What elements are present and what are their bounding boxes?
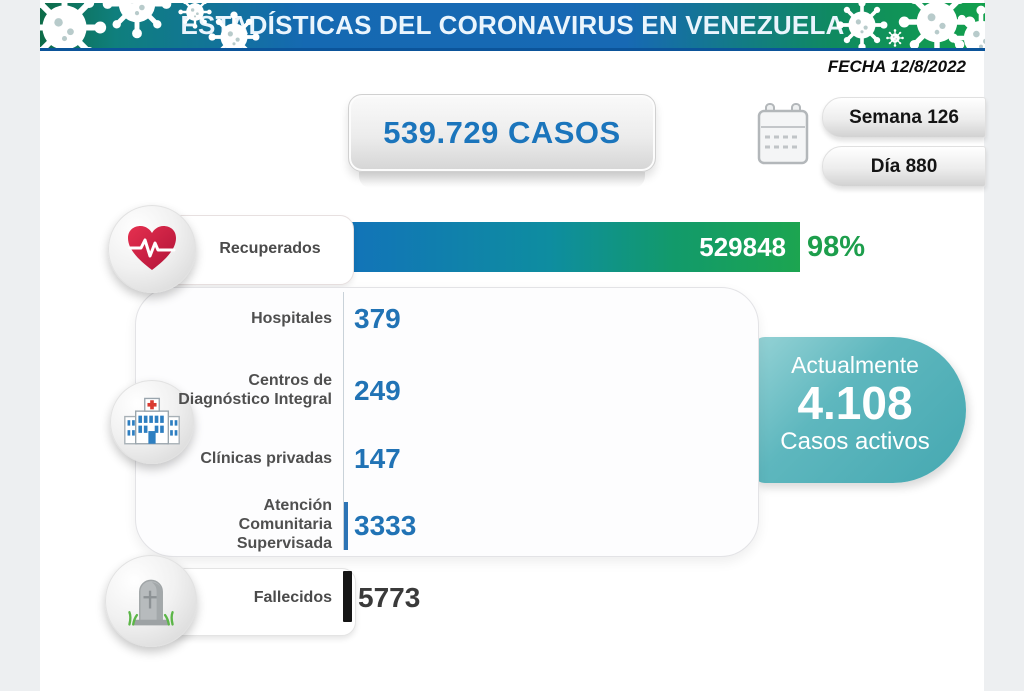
- deceased-label: Fallecidos: [253, 589, 332, 606]
- total-cases-box: 539.729 CASOS: [348, 94, 656, 188]
- active-cases-text: Actualmente 4.108 Casos activos: [770, 352, 940, 456]
- recovered-value: 529848: [699, 231, 786, 262]
- day-label: Día 880: [870, 155, 938, 177]
- date-label: FECHA 12/8/2022: [827, 57, 966, 76]
- facility-value-acs: 3333: [354, 510, 417, 541]
- recovered-bar: 529848: [345, 222, 800, 272]
- day-pill: Día 880: [822, 146, 986, 187]
- panel-divider: [343, 292, 344, 550]
- page-title: ESTADÍSTICAS DEL CORONAVIRUS EN VENEZUEL…: [180, 10, 845, 40]
- facility-label-clinicas: Clínicas privadas: [200, 450, 332, 467]
- hospital-icon: [124, 397, 180, 445]
- recovered-icon-badge: [108, 205, 196, 293]
- facility-value-hospitales: 379: [354, 303, 401, 334]
- facility-label-acs: Atención Comunitaria Supervisada: [236, 497, 332, 552]
- facility-value-marker: [344, 502, 348, 550]
- calendar-icon: [757, 103, 809, 165]
- hospital-icon-badge: [110, 380, 194, 464]
- deceased-bar-marker: [343, 571, 352, 622]
- tombstone-icon: [128, 579, 174, 626]
- week-pill: Semana 126: [822, 97, 986, 138]
- facilities-panel: [135, 287, 759, 557]
- deceased-value: 5773: [358, 582, 421, 613]
- facility-value-cdi: 249: [354, 375, 401, 406]
- active-cases-value: 4.108: [797, 377, 913, 429]
- facility-value-clinicas: 147: [354, 443, 401, 474]
- recovered-percent: 98%: [807, 230, 866, 263]
- total-cases-value: 539.729 CASOS: [383, 115, 621, 150]
- facility-label-hospitales: Hospitales: [251, 310, 332, 327]
- header-banner: ESTADÍSTICAS DEL CORONAVIRUS EN VENEZUEL…: [40, 3, 985, 51]
- deceased-icon-badge: [105, 555, 197, 647]
- heart-pulse-icon: [128, 226, 176, 270]
- week-label: Semana 126: [849, 106, 959, 128]
- facility-label-cdi: Centros de Diagnóstico Integral: [178, 372, 332, 408]
- active-cases-box: [752, 337, 966, 483]
- active-cases-title: Actualmente: [791, 352, 919, 378]
- recovered-label: Recuperados: [219, 240, 321, 257]
- active-cases-subtitle: Casos activos: [780, 428, 930, 455]
